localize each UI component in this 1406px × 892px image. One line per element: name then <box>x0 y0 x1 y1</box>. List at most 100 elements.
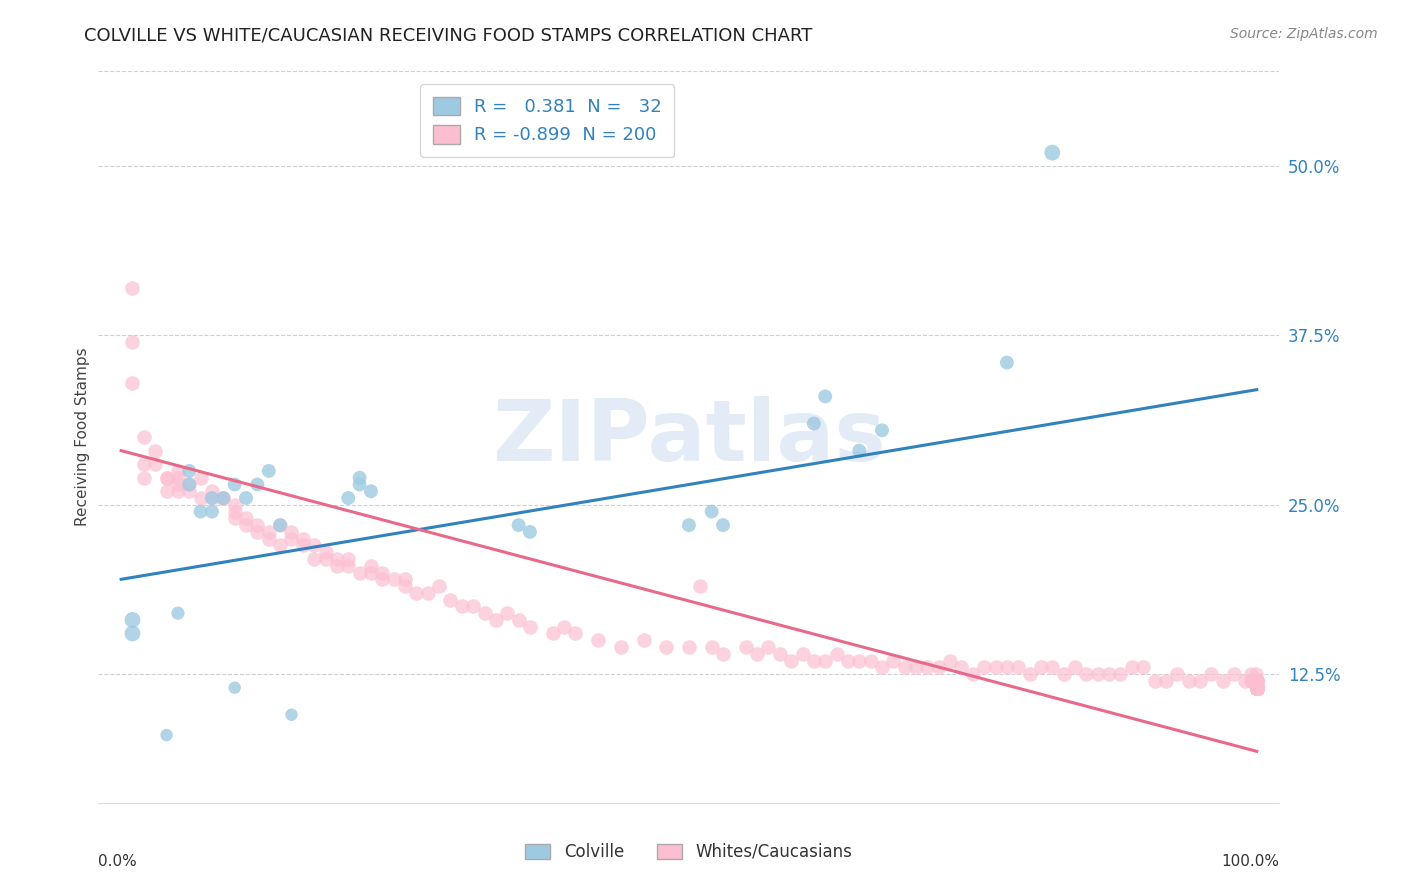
Point <box>814 654 837 668</box>
Point <box>1246 681 1268 695</box>
Point <box>121 335 143 350</box>
Point <box>235 518 257 533</box>
Point <box>1246 681 1268 695</box>
Point <box>257 532 280 546</box>
Point <box>201 484 224 499</box>
Point <box>1246 681 1268 695</box>
Point <box>678 640 700 654</box>
Point <box>280 532 302 546</box>
Point <box>1154 673 1177 688</box>
Point <box>1240 673 1263 688</box>
Point <box>382 572 405 586</box>
Point <box>939 654 962 668</box>
Point <box>496 606 519 620</box>
Point <box>1241 673 1264 688</box>
Point <box>1246 681 1268 695</box>
Point <box>1246 681 1268 695</box>
Point <box>745 647 768 661</box>
Point <box>678 518 700 533</box>
Point <box>450 599 472 614</box>
Point <box>474 606 496 620</box>
Point <box>394 579 416 593</box>
Point <box>1246 681 1268 695</box>
Point <box>928 660 950 674</box>
Point <box>508 613 530 627</box>
Point <box>1246 681 1268 695</box>
Point <box>132 430 155 444</box>
Point <box>337 558 360 573</box>
Point <box>1246 681 1268 695</box>
Point <box>1246 681 1268 695</box>
Point <box>326 552 349 566</box>
Point <box>792 647 814 661</box>
Point <box>1246 681 1268 695</box>
Point <box>167 471 190 485</box>
Point <box>1246 673 1268 688</box>
Point <box>1053 667 1076 681</box>
Point <box>655 640 678 654</box>
Point <box>179 484 201 499</box>
Point <box>508 518 530 533</box>
Point <box>1223 667 1246 681</box>
Point <box>1246 673 1268 688</box>
Point <box>1246 681 1268 695</box>
Point <box>190 471 212 485</box>
Point <box>917 660 939 674</box>
Y-axis label: Receiving Food Stamps: Receiving Food Stamps <box>75 348 90 526</box>
Point <box>439 592 461 607</box>
Point <box>700 640 723 654</box>
Point <box>1246 673 1268 688</box>
Point <box>1212 673 1234 688</box>
Point <box>349 477 371 491</box>
Point <box>553 620 575 634</box>
Point <box>962 667 984 681</box>
Point <box>246 524 269 539</box>
Point <box>201 491 224 505</box>
Point <box>1246 681 1268 695</box>
Point <box>1246 681 1268 695</box>
Point <box>1246 681 1268 695</box>
Point <box>519 524 541 539</box>
Point <box>1246 673 1268 688</box>
Point <box>1246 673 1268 688</box>
Point <box>349 566 371 580</box>
Point <box>280 707 302 722</box>
Point <box>235 491 257 505</box>
Point <box>1246 681 1268 695</box>
Point <box>950 660 973 674</box>
Point <box>1246 673 1268 688</box>
Point <box>1246 681 1268 695</box>
Point <box>224 477 246 491</box>
Point <box>1246 681 1268 695</box>
Point <box>1246 681 1268 695</box>
Point <box>1246 681 1268 695</box>
Point <box>167 477 190 491</box>
Point <box>315 545 337 559</box>
Point <box>326 558 349 573</box>
Point <box>1246 681 1268 695</box>
Point <box>405 586 427 600</box>
Point <box>870 660 893 674</box>
Point <box>734 640 756 654</box>
Point <box>394 572 416 586</box>
Point <box>235 511 257 525</box>
Point <box>1246 681 1268 695</box>
Point <box>1246 673 1268 688</box>
Point <box>1040 660 1063 674</box>
Point <box>1040 145 1063 160</box>
Point <box>995 660 1018 674</box>
Point <box>121 613 143 627</box>
Point <box>1246 681 1268 695</box>
Point <box>212 491 235 505</box>
Point <box>360 484 382 499</box>
Point <box>859 654 882 668</box>
Point <box>1246 681 1268 695</box>
Point <box>155 484 177 499</box>
Point <box>121 626 143 640</box>
Point <box>416 586 439 600</box>
Point <box>257 524 280 539</box>
Point <box>1241 673 1264 688</box>
Point <box>246 477 269 491</box>
Point <box>825 647 848 661</box>
Point <box>132 471 155 485</box>
